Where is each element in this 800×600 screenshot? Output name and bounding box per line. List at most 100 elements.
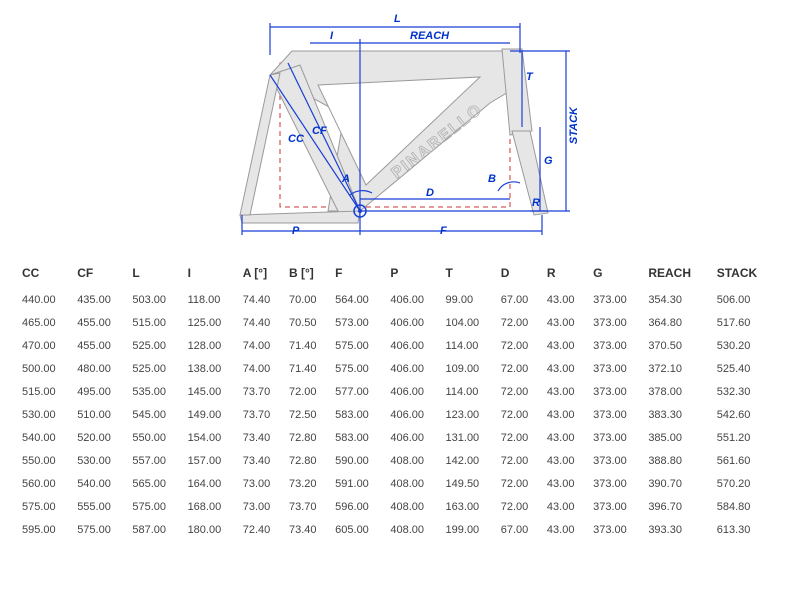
table-cell: 74.40 bbox=[241, 288, 287, 311]
table-cell: 73.00 bbox=[241, 472, 287, 495]
table-cell: 72.80 bbox=[287, 426, 333, 449]
table-row: 500.00480.00525.00138.0074.0071.40575.00… bbox=[20, 357, 780, 380]
table-column-header: R bbox=[545, 260, 591, 288]
table-cell: 575.00 bbox=[333, 357, 388, 380]
table-cell: 583.00 bbox=[333, 403, 388, 426]
table-cell: 517.60 bbox=[715, 311, 780, 334]
table-cell: 545.00 bbox=[130, 403, 185, 426]
label-stack: STACK bbox=[568, 107, 580, 144]
table-cell: 71.40 bbox=[287, 334, 333, 357]
table-cell: 43.00 bbox=[545, 380, 591, 403]
table-cell: 587.00 bbox=[130, 518, 185, 541]
table-column-header: F bbox=[333, 260, 388, 288]
table-cell: 73.40 bbox=[241, 426, 287, 449]
table-row: 465.00455.00515.00125.0074.4070.50573.00… bbox=[20, 311, 780, 334]
table-header-row: CCCFLIA [°]B [°]FPTDRGREACHSTACK bbox=[20, 260, 780, 288]
table-cell: 406.00 bbox=[388, 357, 443, 380]
table-cell: 590.00 bbox=[333, 449, 388, 472]
table-cell: 540.00 bbox=[75, 472, 130, 495]
table-row: 540.00520.00550.00154.0073.4072.80583.00… bbox=[20, 426, 780, 449]
table-row: 595.00575.00587.00180.0072.4073.40605.00… bbox=[20, 518, 780, 541]
table-cell: 480.00 bbox=[75, 357, 130, 380]
table-cell: 503.00 bbox=[130, 288, 185, 311]
table-cell: 557.00 bbox=[130, 449, 185, 472]
table-cell: 595.00 bbox=[20, 518, 75, 541]
bike-frame-svg: PINARELLO bbox=[210, 15, 590, 245]
table-cell: 72.00 bbox=[499, 357, 545, 380]
table-cell: 495.00 bbox=[75, 380, 130, 403]
table-cell: 43.00 bbox=[545, 449, 591, 472]
table-cell: 406.00 bbox=[388, 334, 443, 357]
table-cell: 530.20 bbox=[715, 334, 780, 357]
table-cell: 408.00 bbox=[388, 518, 443, 541]
table-cell: 70.50 bbox=[287, 311, 333, 334]
table-cell: 73.20 bbox=[287, 472, 333, 495]
table-cell: 142.00 bbox=[444, 449, 499, 472]
geometry-table: CCCFLIA [°]B [°]FPTDRGREACHSTACK 440.004… bbox=[20, 260, 780, 541]
table-cell: 72.00 bbox=[499, 311, 545, 334]
label-cc: CC bbox=[288, 133, 304, 145]
table-cell: 408.00 bbox=[388, 495, 443, 518]
table-cell: 383.30 bbox=[646, 403, 714, 426]
table-cell: 515.00 bbox=[130, 311, 185, 334]
table-cell: 570.20 bbox=[715, 472, 780, 495]
table-cell: 406.00 bbox=[388, 426, 443, 449]
table-cell: 515.00 bbox=[20, 380, 75, 403]
table-cell: 67.00 bbox=[499, 518, 545, 541]
table-cell: 157.00 bbox=[186, 449, 241, 472]
table-cell: 125.00 bbox=[186, 311, 241, 334]
table-cell: 535.00 bbox=[130, 380, 185, 403]
table-cell: 393.30 bbox=[646, 518, 714, 541]
table-cell: 72.40 bbox=[241, 518, 287, 541]
label-b: B bbox=[488, 173, 496, 185]
table-cell: 465.00 bbox=[20, 311, 75, 334]
geometry-diagram: PINARELLO bbox=[0, 0, 800, 260]
table-row: 440.00435.00503.00118.0074.4070.00564.00… bbox=[20, 288, 780, 311]
table-cell: 555.00 bbox=[75, 495, 130, 518]
table-cell: 550.00 bbox=[20, 449, 75, 472]
table-cell: 406.00 bbox=[388, 288, 443, 311]
table-cell: 73.70 bbox=[287, 495, 333, 518]
table-cell: 440.00 bbox=[20, 288, 75, 311]
label-cf: CF bbox=[312, 125, 327, 137]
table-body: 440.00435.00503.00118.0074.4070.00564.00… bbox=[20, 288, 780, 541]
label-i: I bbox=[330, 30, 333, 42]
table-cell: 72.80 bbox=[287, 449, 333, 472]
table-cell: 530.00 bbox=[75, 449, 130, 472]
table-cell: 138.00 bbox=[186, 357, 241, 380]
table-cell: 72.00 bbox=[287, 380, 333, 403]
table-cell: 373.00 bbox=[591, 357, 646, 380]
table-cell: 114.00 bbox=[444, 380, 499, 403]
table-cell: 74.40 bbox=[241, 311, 287, 334]
label-reach: REACH bbox=[410, 30, 449, 42]
table-column-header: CC bbox=[20, 260, 75, 288]
table-cell: 104.00 bbox=[444, 311, 499, 334]
table-cell: 373.00 bbox=[591, 495, 646, 518]
table-column-header: I bbox=[186, 260, 241, 288]
table-cell: 128.00 bbox=[186, 334, 241, 357]
table-column-header: T bbox=[444, 260, 499, 288]
table-cell: 532.30 bbox=[715, 380, 780, 403]
table-cell: 406.00 bbox=[388, 403, 443, 426]
table-cell: 406.00 bbox=[388, 311, 443, 334]
table-cell: 573.00 bbox=[333, 311, 388, 334]
table-cell: 43.00 bbox=[545, 288, 591, 311]
table-cell: 118.00 bbox=[186, 288, 241, 311]
table-cell: 149.50 bbox=[444, 472, 499, 495]
table-cell: 43.00 bbox=[545, 311, 591, 334]
table-cell: 575.00 bbox=[333, 334, 388, 357]
table-cell: 565.00 bbox=[130, 472, 185, 495]
table-cell: 605.00 bbox=[333, 518, 388, 541]
table-cell: 530.00 bbox=[20, 403, 75, 426]
table-column-header: CF bbox=[75, 260, 130, 288]
table-cell: 550.00 bbox=[130, 426, 185, 449]
table-cell: 525.00 bbox=[130, 334, 185, 357]
table-cell: 470.00 bbox=[20, 334, 75, 357]
table-row: 515.00495.00535.00145.0073.7072.00577.00… bbox=[20, 380, 780, 403]
table-cell: 560.00 bbox=[20, 472, 75, 495]
table-cell: 396.70 bbox=[646, 495, 714, 518]
table-cell: 43.00 bbox=[545, 472, 591, 495]
label-g: G bbox=[544, 155, 553, 167]
table-row: 560.00540.00565.00164.0073.0073.20591.00… bbox=[20, 472, 780, 495]
table-cell: 564.00 bbox=[333, 288, 388, 311]
